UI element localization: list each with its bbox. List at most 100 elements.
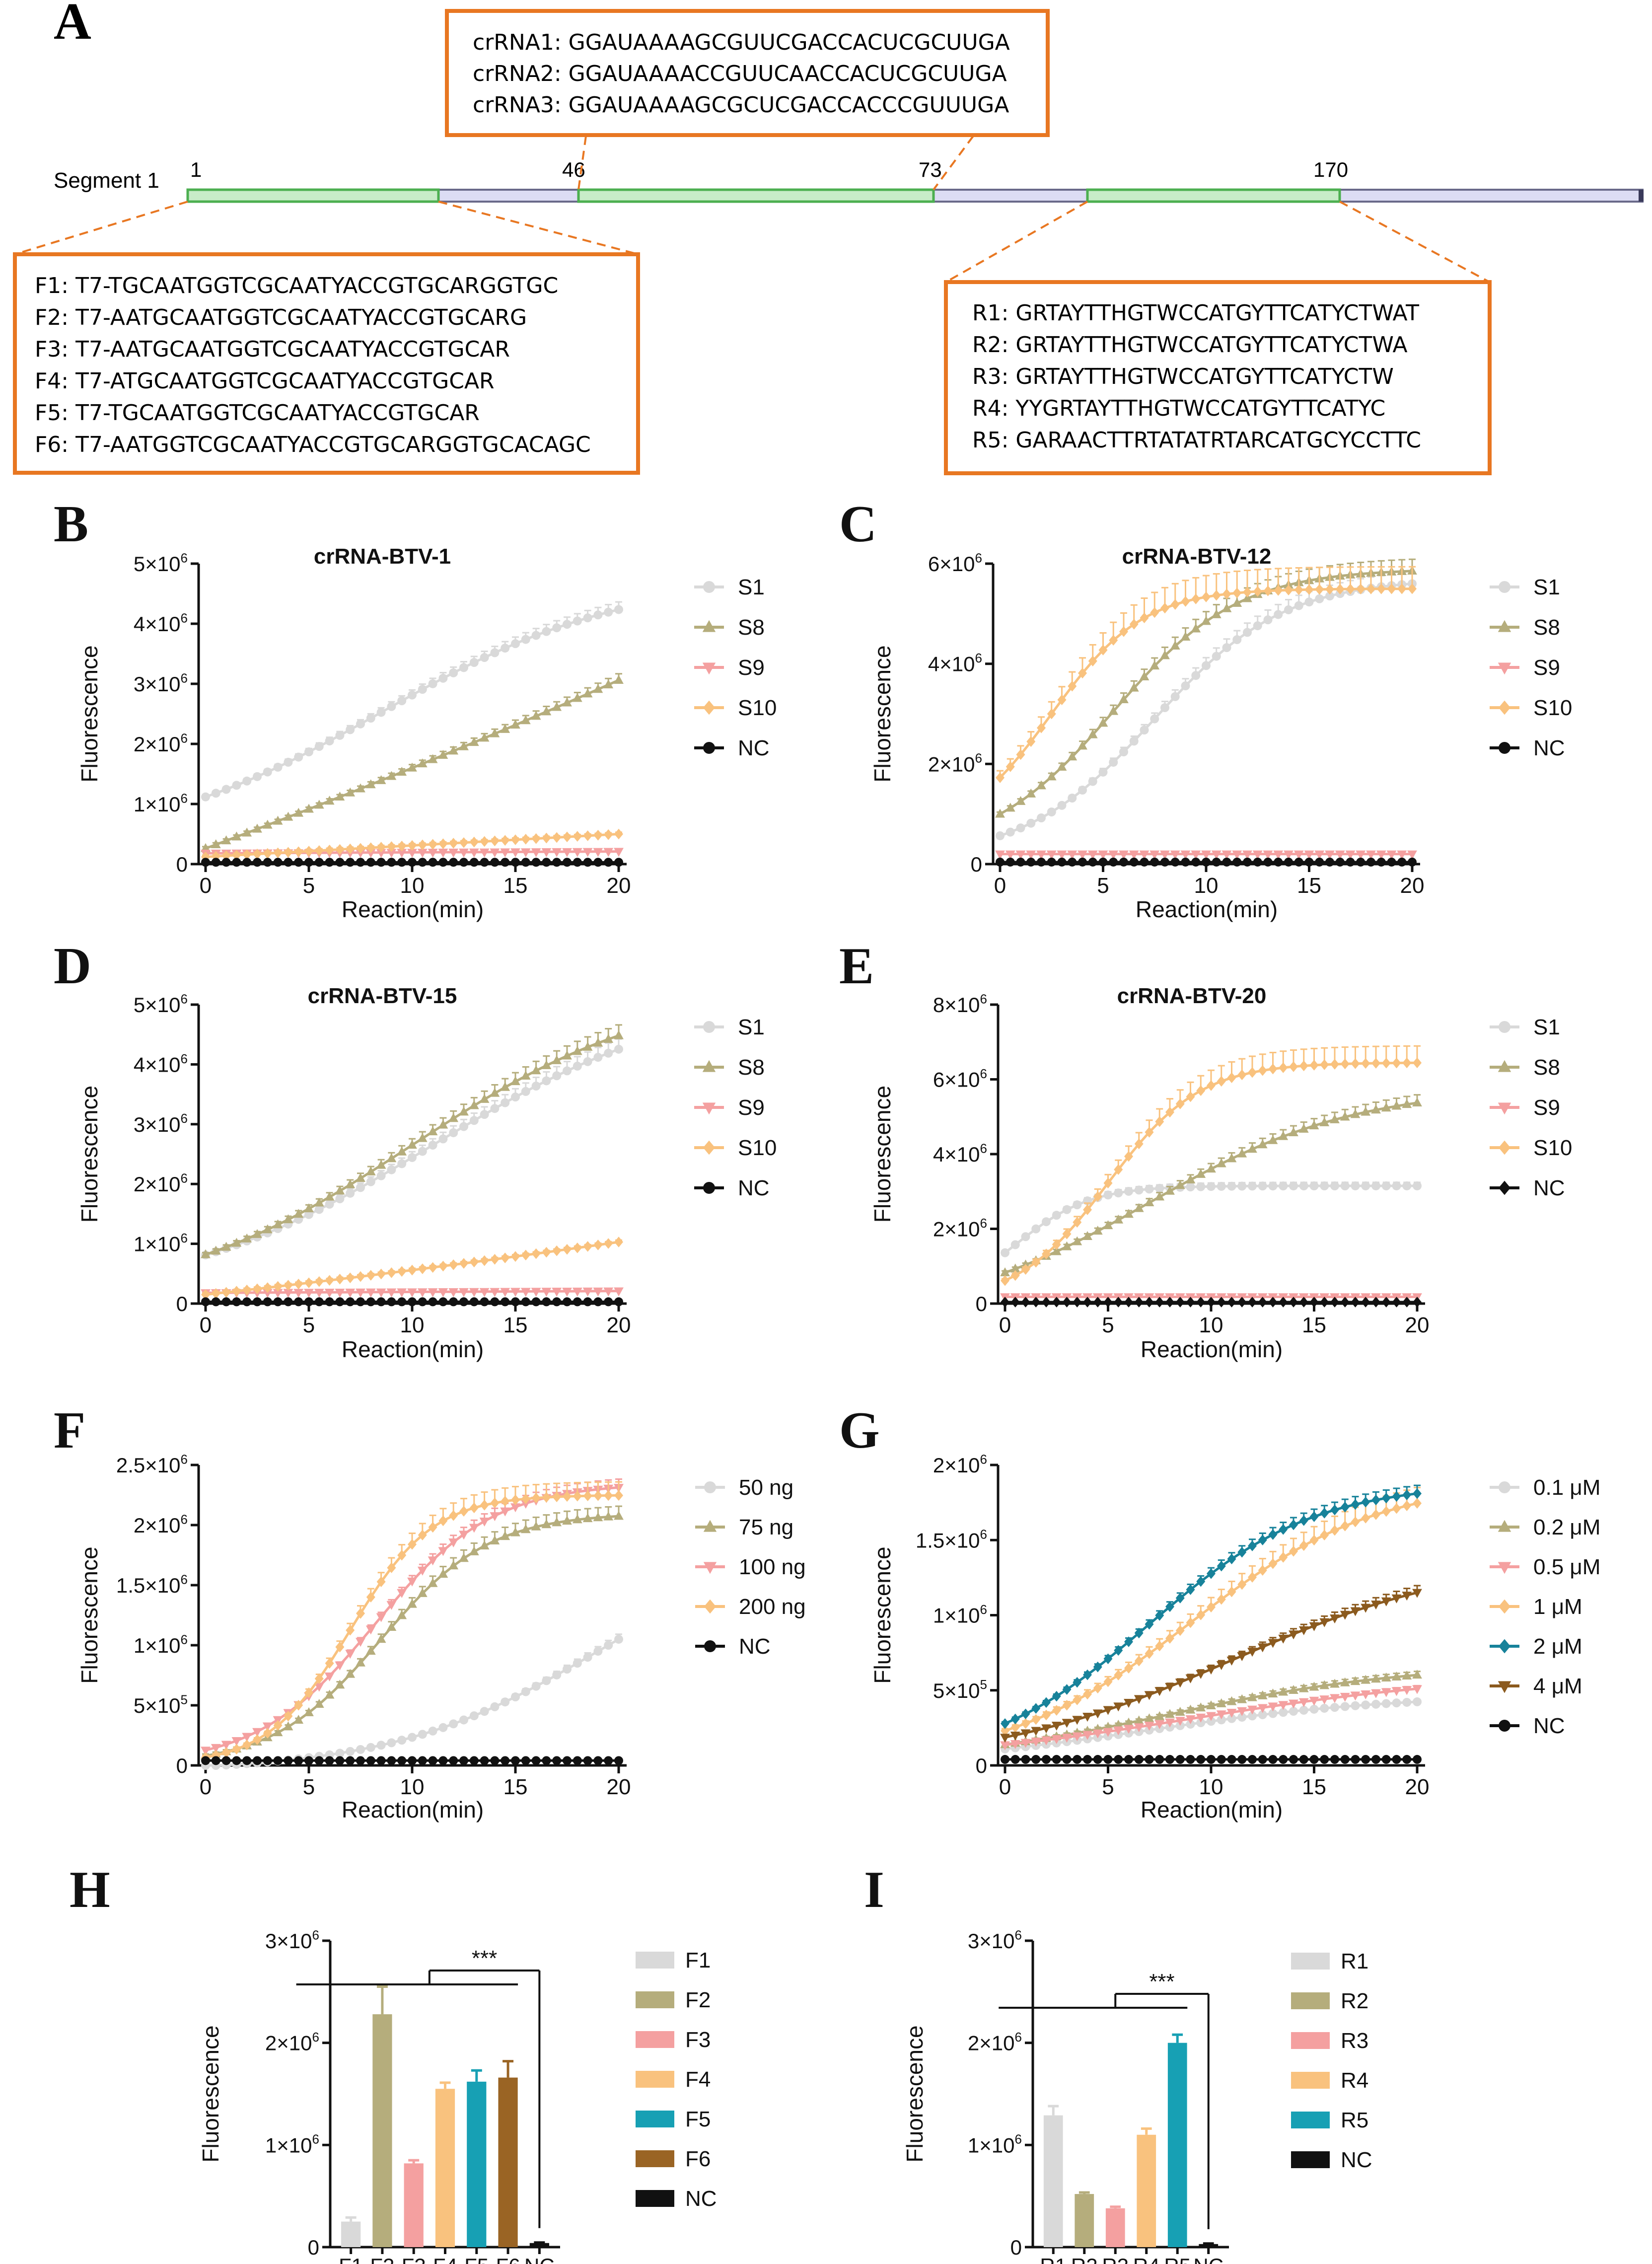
data-point xyxy=(1408,857,1417,867)
data-point xyxy=(242,776,252,786)
data-point xyxy=(1077,740,1087,750)
data-point xyxy=(211,1750,220,1761)
x-tick-label: 10 xyxy=(400,1313,425,1337)
panel-letter-h: H xyxy=(70,1860,110,1918)
y-tick-label: 5×106 xyxy=(134,550,188,576)
data-point xyxy=(407,1288,417,1298)
x-tick-label: 10 xyxy=(1194,874,1219,898)
data-point xyxy=(490,1702,500,1711)
data-point xyxy=(1237,1754,1247,1764)
data-point xyxy=(1000,1734,1010,1743)
data-point xyxy=(1134,1185,1144,1195)
y-tick-label: 1.5×106 xyxy=(916,1527,987,1552)
data-point xyxy=(242,1284,252,1296)
data-point xyxy=(365,1625,376,1635)
panel-letter-i: I xyxy=(864,1860,884,1918)
y-axis-label: Fluorescence xyxy=(198,2025,223,2162)
data-point xyxy=(1268,1529,1278,1540)
data-point xyxy=(1207,1717,1216,1726)
legend-label: 100 ng xyxy=(739,1555,806,1579)
data-point xyxy=(1412,1097,1422,1107)
data-point xyxy=(408,840,417,851)
data-point xyxy=(1340,1501,1350,1513)
data-point xyxy=(1103,1297,1113,1308)
segment-region-2 xyxy=(577,188,935,203)
bar-r5 xyxy=(1167,2043,1187,2247)
data-point xyxy=(356,1657,365,1667)
data-point xyxy=(1010,1754,1020,1764)
data-point xyxy=(356,1638,365,1647)
data-point xyxy=(1289,1297,1298,1308)
data-point xyxy=(1227,1297,1236,1308)
data-point xyxy=(480,836,489,847)
data-point xyxy=(376,775,386,784)
data-point xyxy=(263,767,272,777)
data-point xyxy=(1031,1727,1041,1736)
x-tick-label: 15 xyxy=(1297,874,1321,898)
data-point xyxy=(356,1608,365,1619)
y-tick-label: 0 xyxy=(976,1754,987,1777)
data-point xyxy=(1026,850,1036,860)
legend-label: S1 xyxy=(738,575,765,599)
x-tick-label: 10 xyxy=(400,874,425,898)
data-point xyxy=(1021,1297,1030,1308)
data-point xyxy=(1041,1736,1051,1746)
data-point xyxy=(1103,1676,1113,1687)
data-point xyxy=(511,1756,520,1765)
data-point xyxy=(314,858,324,867)
data-point xyxy=(294,858,303,867)
y-tick-label: 2×106 xyxy=(933,1216,987,1241)
data-point xyxy=(1155,1297,1164,1308)
data-point xyxy=(582,1287,593,1297)
data-point xyxy=(1268,1063,1278,1075)
data-point xyxy=(376,858,386,867)
data-point xyxy=(1268,1558,1278,1569)
panel-letter-d: D xyxy=(54,937,91,995)
y-tick-label: 1×106 xyxy=(968,2132,1022,2157)
data-point xyxy=(221,1756,231,1765)
data-point xyxy=(335,858,345,867)
data-point xyxy=(490,1297,500,1307)
data-point xyxy=(1083,1297,1092,1308)
x-tick-label: 10 xyxy=(1199,1313,1223,1337)
y-tick-label: 4×106 xyxy=(933,1141,987,1166)
data-point xyxy=(1263,585,1273,596)
data-point xyxy=(324,1191,335,1201)
data-point xyxy=(304,1277,313,1288)
data-point xyxy=(552,702,562,711)
legend-swatch xyxy=(636,2190,674,2207)
data-point xyxy=(1160,850,1170,860)
chart-h: H 0 1×106 2×106 3×106 Fluorescence F1 F2 F3 F4 F5 F… xyxy=(70,1860,717,2264)
data-point xyxy=(1185,1704,1196,1714)
data-point xyxy=(583,1653,592,1662)
data-point xyxy=(1268,1639,1278,1648)
data-point xyxy=(365,849,376,858)
data-point xyxy=(253,848,262,860)
data-point xyxy=(1155,1640,1164,1652)
data-point xyxy=(294,752,303,762)
data-point xyxy=(1155,1183,1164,1193)
data-point xyxy=(1006,761,1015,772)
legend-label: 50 ng xyxy=(739,1475,793,1500)
data-point xyxy=(284,1280,293,1291)
data-point xyxy=(1232,598,1242,607)
data-point xyxy=(1057,761,1067,771)
data-point xyxy=(1150,857,1159,867)
data-point xyxy=(1134,1754,1144,1764)
data-point xyxy=(1340,1610,1350,1620)
data-point xyxy=(1278,1701,1289,1710)
data-point xyxy=(531,1065,541,1075)
data-point xyxy=(563,620,572,629)
data-point xyxy=(232,1297,241,1307)
data-point xyxy=(511,1494,520,1506)
data-point xyxy=(501,1496,510,1507)
legend-label: 75 ng xyxy=(739,1515,793,1539)
x-tick-label: 20 xyxy=(607,874,631,898)
data-point xyxy=(1402,1500,1412,1511)
legend-marker xyxy=(704,1599,716,1614)
legend-marker xyxy=(1499,1481,1510,1493)
data-point xyxy=(1330,1679,1340,1688)
data-point xyxy=(1067,751,1077,761)
y-tick-exponent: 6 xyxy=(181,1572,188,1587)
data-point xyxy=(1294,601,1303,610)
